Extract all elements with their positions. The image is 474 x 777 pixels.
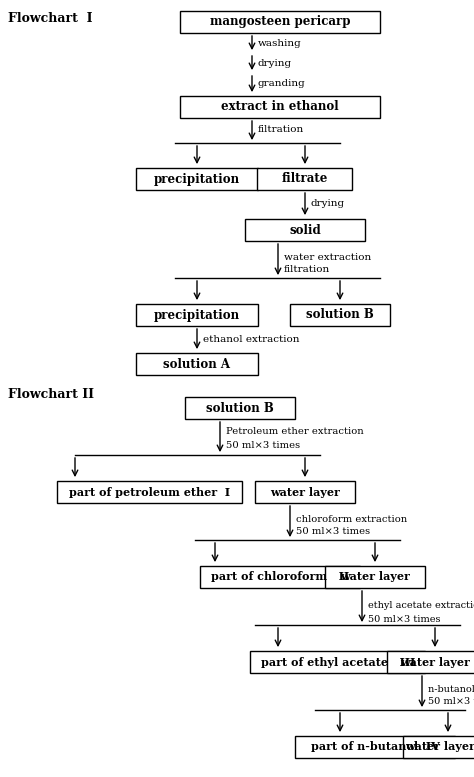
FancyBboxPatch shape [180,11,380,33]
Text: water layer: water layer [270,486,340,497]
Text: precipitation: precipitation [154,172,240,186]
FancyBboxPatch shape [136,353,258,375]
FancyBboxPatch shape [136,168,258,190]
FancyBboxPatch shape [325,566,425,588]
FancyBboxPatch shape [290,304,390,326]
FancyBboxPatch shape [403,736,474,758]
Text: part of chloroform   II: part of chloroform II [211,572,349,583]
FancyBboxPatch shape [57,481,243,503]
Text: part of ethyl acetate   III: part of ethyl acetate III [261,657,415,667]
Text: solution B: solution B [206,402,274,414]
Text: drying: drying [311,200,345,208]
Text: mangosteen pericarp: mangosteen pericarp [210,16,350,29]
Text: filtration: filtration [284,266,330,274]
Text: filtration: filtration [258,126,304,134]
FancyBboxPatch shape [388,651,474,673]
Text: drying: drying [258,58,292,68]
FancyBboxPatch shape [185,397,295,419]
Text: ethanol extraction: ethanol extraction [203,335,300,343]
Text: solid: solid [289,224,321,236]
FancyBboxPatch shape [245,219,365,241]
Text: 50 ml×3 times: 50 ml×3 times [428,698,474,706]
Text: Flowchart  I: Flowchart I [8,12,92,25]
Text: solution B: solution B [306,308,374,322]
Text: water extraction: water extraction [284,253,371,262]
FancyBboxPatch shape [257,168,353,190]
FancyBboxPatch shape [180,96,380,118]
Text: water layer: water layer [400,657,470,667]
Text: 50 ml×3 times: 50 ml×3 times [226,441,300,451]
FancyBboxPatch shape [255,481,355,503]
Text: washing: washing [258,39,302,47]
FancyBboxPatch shape [136,304,258,326]
Text: Petroleum ether extraction: Petroleum ether extraction [226,427,364,437]
FancyBboxPatch shape [295,736,455,758]
Text: precipitation: precipitation [154,308,240,322]
Text: n-butanol extraction: n-butanol extraction [428,685,474,694]
Text: 50 ml×3 times: 50 ml×3 times [296,528,370,536]
Text: Flowchart II: Flowchart II [8,388,94,402]
Text: water layer  V: water layer V [405,741,474,752]
Text: chloroform extraction: chloroform extraction [296,514,407,524]
Text: part of petroleum ether  I: part of petroleum ether I [69,486,230,497]
Text: extract in ethanol: extract in ethanol [221,100,339,113]
Text: water layer: water layer [340,572,410,583]
FancyBboxPatch shape [250,651,426,673]
Text: granding: granding [258,78,306,88]
Text: filtrate: filtrate [282,172,328,186]
Text: ethyl acetate extraction: ethyl acetate extraction [368,601,474,611]
Text: 50 ml×3 times: 50 ml×3 times [368,615,440,623]
FancyBboxPatch shape [200,566,360,588]
Text: part of n-butanol  IV: part of n-butanol IV [310,741,439,752]
Text: solution A: solution A [164,357,230,371]
